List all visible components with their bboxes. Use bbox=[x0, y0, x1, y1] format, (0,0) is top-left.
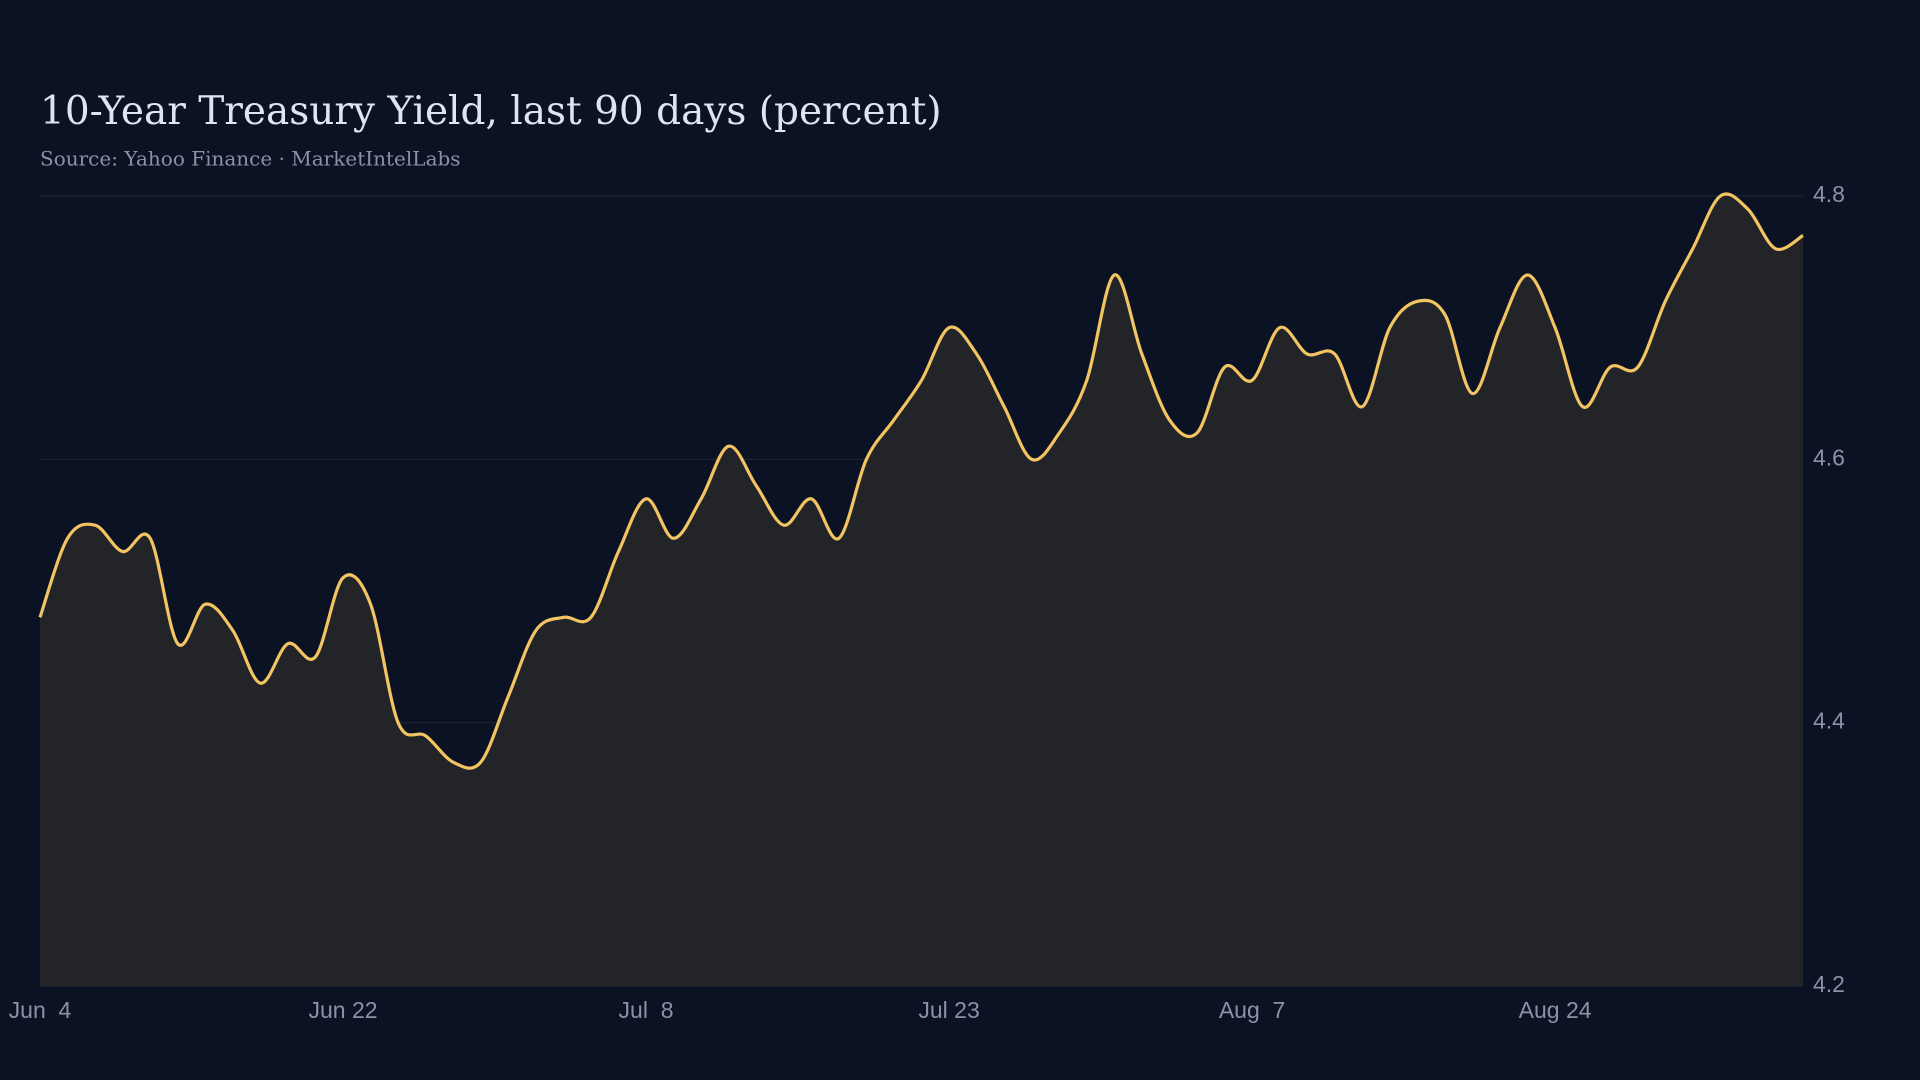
x-tick-label: Jul 23 bbox=[918, 997, 979, 1023]
y-tick-label: 4.2 bbox=[1813, 971, 1845, 997]
y-tick-label: 4.8 bbox=[1813, 181, 1845, 207]
x-tick-label: Aug 7 bbox=[1219, 997, 1286, 1023]
x-tick-label: Jun 22 bbox=[308, 997, 377, 1023]
chart-title: 10-Year Treasury Yield, last 90 days (pe… bbox=[40, 89, 942, 134]
line bbox=[38, 192, 1804, 770]
x-tick-label: Jun 4 bbox=[9, 997, 72, 1023]
area bbox=[40, 193, 1803, 987]
chart-subtitle: Source: Yahoo Finance · MarketIntelLabs bbox=[40, 147, 461, 171]
y-tick-label: 4.4 bbox=[1813, 708, 1845, 734]
x-tick-label: Jul 8 bbox=[619, 997, 674, 1023]
x-tick-label: Aug 24 bbox=[1519, 997, 1592, 1023]
y-tick-label: 4.6 bbox=[1813, 444, 1845, 470]
